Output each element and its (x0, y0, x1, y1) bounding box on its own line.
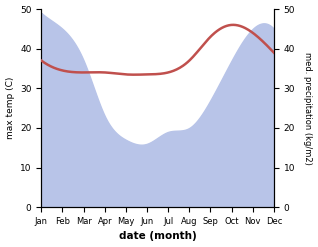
Y-axis label: max temp (C): max temp (C) (5, 77, 15, 139)
Y-axis label: med. precipitation (kg/m2): med. precipitation (kg/m2) (303, 52, 313, 165)
X-axis label: date (month): date (month) (119, 231, 197, 242)
